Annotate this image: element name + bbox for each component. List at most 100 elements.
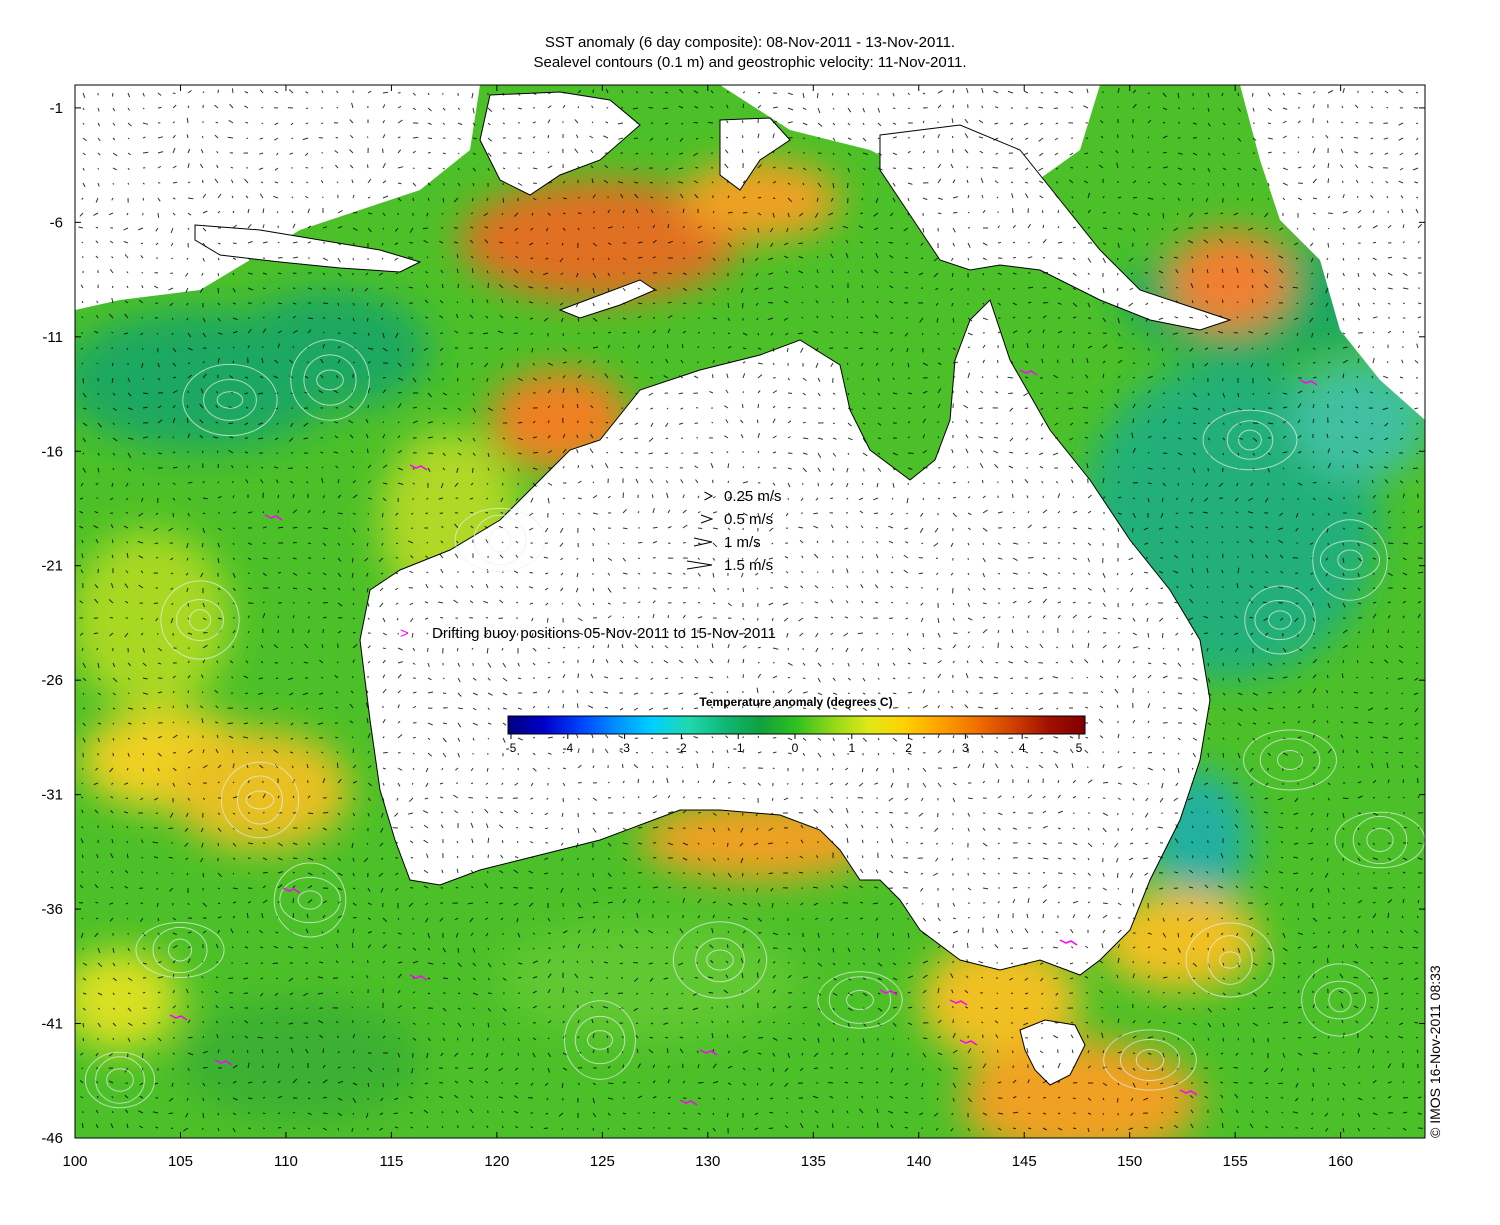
drifting-buoy-track: [1299, 379, 1318, 386]
sealevel-contour-line: [273, 862, 347, 938]
sealevel-contour-line: [216, 391, 244, 409]
sealevel-contour-line: [1238, 429, 1262, 451]
new-guinea-landmass: [879, 124, 1232, 331]
x-tick-label: 100: [62, 1153, 87, 1170]
sealevel-contour-line: [1120, 1038, 1180, 1082]
sealevel-contour-line: [1207, 935, 1253, 985]
sealevel-contour-line: [316, 369, 344, 391]
x-tick-label: 160: [1328, 1153, 1353, 1170]
geostrophic-velocity-field: [78, 87, 1424, 1134]
sealevel-contour-line: [1337, 549, 1363, 571]
sealevel-contour-line: [1185, 922, 1275, 998]
sealevel-contour-line: [303, 354, 357, 406]
drifting-buoy-track: [699, 1049, 718, 1056]
sealevel-contour-line: [473, 514, 527, 566]
sealevel-contour-line: [488, 527, 512, 553]
sealevel-contour-line: [1103, 1029, 1197, 1091]
velocity-legend-arrow: [686, 560, 713, 570]
x-tick-label: 115: [379, 1153, 403, 1170]
sealevel-contour-line: [1268, 610, 1292, 630]
x-tick-label: 140: [906, 1153, 931, 1170]
sealevel-contour-line: [95, 1056, 145, 1104]
sealevel-contour-line: [167, 938, 193, 962]
y-axis: -1-6-11-16-21-26-31-36-41-46: [41, 100, 1425, 1147]
y-tick-label: -1: [50, 100, 63, 117]
colorbar-tick-label: 2: [905, 741, 912, 755]
sealevel-contour-line: [1259, 738, 1321, 782]
y-tick-label: -6: [50, 214, 63, 231]
colorbar-tick-label: 3: [962, 741, 969, 755]
sealevel-contour-line: [564, 1000, 636, 1080]
drifting-buoy-track: [409, 974, 428, 981]
x-tick-label: 105: [168, 1153, 193, 1170]
buoy-legend-symbol: >: [400, 625, 409, 642]
y-tick-label: -46: [41, 1130, 63, 1147]
sealevel-contour-line: [160, 580, 240, 660]
tasmania-landmass: [1019, 1019, 1086, 1086]
drifting-buoy-track: [264, 514, 283, 521]
velocity-legend-arrow: [693, 537, 713, 547]
x-tick-label: 150: [1117, 1153, 1142, 1170]
y-tick-label: -21: [41, 558, 63, 575]
velocity-legend-label: 1 m/s: [724, 534, 761, 551]
colorbar-tick-label: -2: [676, 741, 687, 755]
x-tick-label: 145: [1012, 1153, 1037, 1170]
colorbar-tick-label: 4: [1019, 741, 1026, 755]
sealevel-contour-line: [1254, 599, 1306, 641]
x-tick-label: 125: [590, 1153, 615, 1170]
drifting-buoy-track: [679, 1099, 698, 1106]
drifting-buoy-track: [1179, 1089, 1198, 1096]
sealevel-contour-line: [297, 890, 323, 910]
drifting-buoy-track: [1019, 369, 1038, 376]
sealevel-contour-line: [1301, 963, 1379, 1037]
velocity-legend-label: 0.5 m/s: [724, 511, 773, 528]
sealevel-contour-line: [1319, 540, 1381, 580]
drifting-buoy-track: [1059, 939, 1078, 946]
drifting-buoy-track: [879, 989, 898, 996]
velocity-legend-label: 1.5 m/s: [724, 557, 773, 574]
sealevel-contour-line: [1276, 749, 1304, 771]
drifting-buoy-markers: [169, 369, 1318, 1106]
sealevel-contour-line: [1313, 980, 1367, 1020]
drifting-buoy-track: [949, 999, 968, 1006]
x-tick-label: 135: [801, 1153, 826, 1170]
sealevel-contour-line: [176, 598, 224, 642]
colorbar-title: Temperature anomaly (degrees C): [699, 695, 892, 709]
sealevel-contour-line: [1226, 420, 1274, 460]
y-tick-label: -36: [41, 901, 63, 918]
y-tick-label: -26: [41, 672, 63, 689]
colorbar-tick-label: -3: [619, 741, 630, 755]
plot-frame: [74, 84, 1426, 1139]
sealevel-contour-line: [152, 926, 208, 974]
sealevel-contour-line: [574, 1015, 626, 1065]
sealevel-contour-line: [1219, 951, 1241, 969]
sealevel-contour-line: [188, 609, 212, 631]
colorbar-tick-label: 5: [1076, 741, 1083, 755]
sealevel-contour-line: [672, 921, 768, 999]
sealevel-contour-line: [1312, 519, 1388, 601]
sealevel-contour-line: [220, 761, 300, 839]
sealevel-contour-line: [237, 775, 283, 825]
sealevel-contour-line: [245, 790, 275, 810]
velocity-arrows: [78, 87, 1424, 1134]
map-title-line-1: SST anomaly (6 day composite): 08-Nov-20…: [544, 34, 956, 51]
x-tick-label: 110: [274, 1153, 298, 1170]
y-tick-label: -41: [41, 1016, 63, 1033]
buoy-legend-label: Drifting buoy positions 05-Nov-2011 to 1…: [432, 625, 776, 642]
y-tick-label: -16: [41, 443, 63, 460]
velocity-legend-label: 0.25 m/s: [724, 488, 782, 505]
sealevel-contour-line: [828, 976, 892, 1024]
sealevel-contour-line: [182, 363, 278, 437]
x-tick-label: 120: [484, 1153, 509, 1170]
sealevel-contour-line: [817, 971, 903, 1029]
borneo-landmass: [479, 91, 641, 196]
sealevel-contour-line: [586, 1030, 614, 1050]
sealevel-contour-line: [106, 1068, 134, 1092]
sealevel-contour-line: [279, 876, 341, 924]
velocity-legend: 0.25 m/s 0.5 m/s 1 m/s 1.5 m/s: [686, 488, 782, 574]
sealevel-contour-line: [1244, 585, 1316, 655]
sealevel-contour-line: [290, 339, 370, 421]
drifting-buoy-track: [169, 1014, 188, 1021]
y-tick-label: -31: [41, 787, 63, 804]
sealevel-contour-line: [846, 990, 874, 1010]
